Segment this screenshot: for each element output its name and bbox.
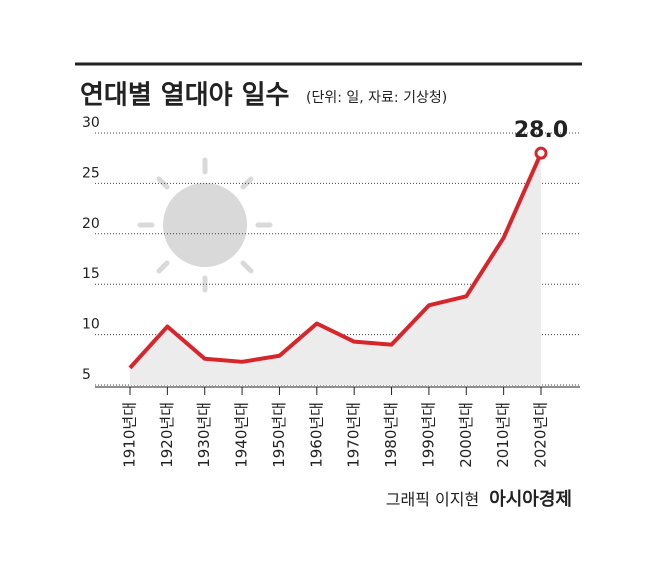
point <box>534 146 548 160</box>
y-tick-label: 10 <box>82 317 100 333</box>
x-tick-label: 1980년대 <box>382 402 400 468</box>
credit: 그래픽 이지현 아시아경제 <box>386 489 572 510</box>
x-tick-label: 2000년대 <box>457 402 475 468</box>
x-tick-label: 2010년대 <box>494 402 512 468</box>
x-tick-label: 1990년대 <box>419 402 437 468</box>
x-tick-label: 1960년대 <box>307 402 325 468</box>
y-tick-label: 30 <box>82 115 100 131</box>
x-tick-label: 1910년대 <box>121 402 139 468</box>
x-tick-label: 1970년대 <box>345 402 363 468</box>
y-tick-label: 25 <box>82 165 100 181</box>
x-tick-label: 1920년대 <box>158 402 176 468</box>
value-label: 28.0 <box>514 118 568 143</box>
area <box>130 153 541 385</box>
chart-title: 연대별 열대야 일수 <box>80 81 289 111</box>
y-tick-label: 20 <box>82 216 100 232</box>
sun-icon <box>137 157 273 293</box>
y-tick-label: 5 <box>82 367 91 383</box>
chart-subtitle: (단위: 일, 자료: 기상청) <box>306 90 447 106</box>
line <box>128 152 543 370</box>
x-tick-label: 1940년대 <box>233 402 251 468</box>
x-tick-label: 1930년대 <box>195 402 213 468</box>
x-tick-label: 1950년대 <box>270 402 288 468</box>
x-tick-label: 2020년대 <box>532 402 550 468</box>
y-tick-label: 15 <box>82 266 100 282</box>
